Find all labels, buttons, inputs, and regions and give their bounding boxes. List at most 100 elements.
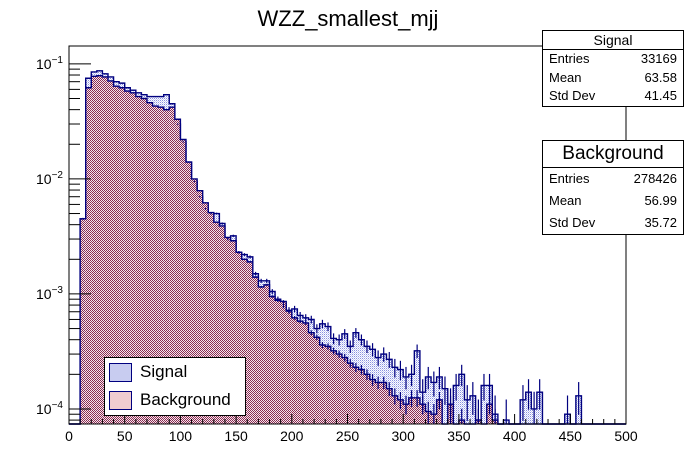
stat-value: 35.72 <box>644 215 677 230</box>
background-bar <box>230 240 237 424</box>
background-bar <box>369 379 376 424</box>
stat-label: Mean <box>549 193 582 208</box>
signal-stat-mean: Mean 63.58 <box>543 69 683 88</box>
background-bar <box>280 301 287 424</box>
background-bar <box>380 382 387 424</box>
y-tick-label: 10−1 <box>36 55 63 72</box>
background-bar <box>330 350 337 424</box>
background-bar <box>141 98 147 425</box>
background-bar <box>197 190 203 424</box>
background-bar <box>375 382 381 424</box>
legend-item-background: Background <box>105 386 245 414</box>
legend: Signal Background <box>104 357 246 416</box>
signal-stat-stddev: Std Dev 41.45 <box>543 87 683 106</box>
background-series <box>69 74 626 425</box>
x-tick-label: 50 <box>117 428 133 444</box>
background-bar <box>275 300 281 424</box>
background-stats-box: Background Entries 278426 Mean 56.99 Std… <box>542 140 684 235</box>
x-tick-label: 100 <box>169 428 193 444</box>
chart-title: WZZ_smallest_mjj <box>258 6 439 31</box>
background-bar <box>302 322 309 424</box>
background-bar <box>414 397 420 424</box>
x-tick-label: 500 <box>614 428 638 444</box>
signal-bar <box>442 388 448 424</box>
background-bar <box>325 346 331 424</box>
background-stat-entries: Entries 278426 <box>543 168 683 190</box>
legend-label: Signal <box>140 362 188 381</box>
x-tick-label: 300 <box>392 428 416 444</box>
error-bars <box>82 70 580 424</box>
background-bar <box>119 87 125 425</box>
background-bar <box>219 225 225 424</box>
background-stat-mean: Mean 56.99 <box>543 190 683 212</box>
stat-value: 278426 <box>633 171 677 186</box>
signal-bar <box>453 385 459 424</box>
legend-label: Background <box>140 390 231 409</box>
background-bar <box>124 91 131 424</box>
background-bar <box>314 337 320 424</box>
signal-bar <box>458 374 465 424</box>
x-tick-label: 400 <box>503 428 527 444</box>
background-bar <box>252 277 259 424</box>
legend-item-signal: Signal <box>105 358 245 386</box>
background-bar <box>213 222 220 424</box>
background-bar <box>341 357 348 424</box>
background-bar <box>408 397 415 424</box>
background-bar <box>163 109 170 424</box>
background-bar <box>247 261 253 424</box>
background-bar <box>135 96 142 424</box>
signal-stats-box: Signal Entries 33169 Mean 63.58 Std Dev … <box>542 30 684 107</box>
signal-stat-entries: Entries 33169 <box>543 50 683 69</box>
x-tick-label: 450 <box>559 428 583 444</box>
background-bar <box>258 286 264 424</box>
background-bar <box>146 102 153 424</box>
y-tick-label: 10−4 <box>36 400 63 417</box>
stat-value: 41.45 <box>644 88 677 103</box>
stat-value: 33169 <box>640 51 677 66</box>
x-tick-label: 150 <box>224 428 248 444</box>
background-bar <box>386 388 393 424</box>
background-bar <box>353 367 359 424</box>
background-stats-title: Background <box>543 141 683 168</box>
background-bar <box>107 80 114 425</box>
background-bar <box>80 218 86 424</box>
background-bar <box>174 119 181 424</box>
background-bar <box>291 317 298 424</box>
background-stat-stddev: Std Dev 35.72 <box>543 212 683 234</box>
background-bar <box>208 212 214 424</box>
signal-bar <box>431 382 437 424</box>
background-bar <box>91 76 97 425</box>
background-bar <box>358 369 365 424</box>
signal-bar <box>425 376 432 424</box>
background-bar <box>286 311 292 424</box>
stat-label: Entries <box>549 51 590 66</box>
x-tick-label: 250 <box>336 428 360 444</box>
background-bar <box>269 296 276 424</box>
background-bar <box>180 139 186 424</box>
background-bar <box>130 92 136 424</box>
x-axis: 0 50 100 150 200 250 300 350 400 450 500 <box>65 414 638 444</box>
background-bar <box>85 87 92 425</box>
stat-label: Std Dev <box>549 215 596 230</box>
background-bar <box>236 252 242 424</box>
background-bar <box>102 76 108 424</box>
background-bar <box>191 178 198 424</box>
signal-outline <box>69 70 626 425</box>
stat-label: Mean <box>549 69 582 85</box>
background-bar <box>392 395 398 424</box>
x-tick-label: 350 <box>447 428 471 444</box>
background-bar <box>224 237 231 424</box>
background-bar <box>169 107 175 424</box>
y-axis: 10−1 10−2 10−3 10−4 <box>36 55 91 421</box>
background-bar <box>397 399 404 424</box>
signal-bar <box>481 385 487 424</box>
background-bar <box>96 75 103 424</box>
signal-stats-title: Signal <box>543 31 683 50</box>
stat-label: Std Dev <box>549 88 596 103</box>
x-tick-label: 0 <box>65 428 73 444</box>
stat-value: 56.99 <box>644 193 677 208</box>
background-bar <box>297 321 303 424</box>
y-tick-label: 10−3 <box>36 285 63 302</box>
background-bar <box>347 363 354 424</box>
